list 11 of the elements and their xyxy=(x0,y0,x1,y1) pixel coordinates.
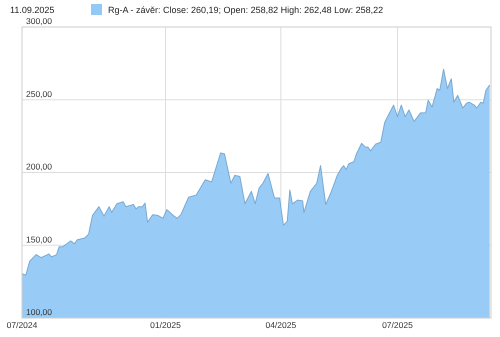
text: 11.09.2025 xyxy=(10,5,54,15)
x-tick-label: 01/2025 xyxy=(150,320,182,330)
x-tick-label: 04/2025 xyxy=(265,320,296,330)
x-tick-label: 07/2024 xyxy=(6,320,38,330)
y-tick-label: 100,00 xyxy=(26,307,52,317)
y-tick-label: 300,00 xyxy=(26,16,52,26)
legend-label: Rg-A - závěr: Close: 260,19; Open: 258,82 High: 262,48 Low: 258,22 xyxy=(108,5,384,15)
y-tick-label: 250,00 xyxy=(26,88,52,99)
y-tick-label: 200,00 xyxy=(26,162,52,172)
y-tick-label: 150,00 xyxy=(26,234,52,244)
x-tick-label: 07/2025 xyxy=(382,320,414,330)
